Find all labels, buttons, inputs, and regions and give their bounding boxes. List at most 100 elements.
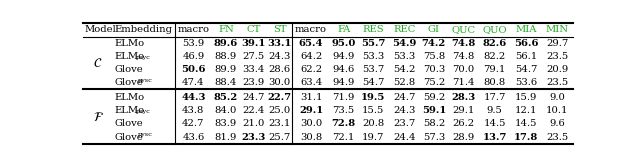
Text: 19.7: 19.7 xyxy=(362,133,384,142)
Text: Glove: Glove xyxy=(115,133,143,142)
Text: Model: Model xyxy=(84,25,116,34)
Text: 95.0: 95.0 xyxy=(332,39,356,48)
Text: ELMo: ELMo xyxy=(115,106,145,115)
Text: 65.4: 65.4 xyxy=(299,39,323,48)
Text: 25.0: 25.0 xyxy=(269,106,291,115)
Text: 17.7: 17.7 xyxy=(483,93,506,102)
Text: 23.3: 23.3 xyxy=(241,133,266,142)
Text: 53.6: 53.6 xyxy=(515,78,537,87)
Text: 70.0: 70.0 xyxy=(452,65,474,74)
Text: 14.5: 14.5 xyxy=(515,119,537,129)
Text: 70.3: 70.3 xyxy=(423,65,445,74)
Text: 28.9: 28.9 xyxy=(452,133,474,142)
Text: 24.3: 24.3 xyxy=(393,106,415,115)
Text: 62.2: 62.2 xyxy=(300,65,322,74)
Text: 29.7: 29.7 xyxy=(546,39,568,48)
Text: 43.8: 43.8 xyxy=(182,106,205,115)
Text: REC: REC xyxy=(393,25,415,34)
Text: 24.7: 24.7 xyxy=(243,93,265,102)
Text: 29.1: 29.1 xyxy=(299,106,323,115)
Text: pysc: pysc xyxy=(138,78,153,83)
Text: 71.9: 71.9 xyxy=(332,93,355,102)
Text: MIN: MIN xyxy=(546,25,569,34)
Text: 54.7: 54.7 xyxy=(515,65,537,74)
Text: 21.0: 21.0 xyxy=(243,119,265,129)
Text: 15.5: 15.5 xyxy=(362,106,384,115)
Text: Glove: Glove xyxy=(115,78,143,87)
Text: 89.6: 89.6 xyxy=(214,39,238,48)
Text: Glove: Glove xyxy=(115,65,143,74)
Text: 10.1: 10.1 xyxy=(546,106,568,115)
Text: GI: GI xyxy=(428,25,440,34)
Text: 82.2: 82.2 xyxy=(483,52,506,61)
Text: 15.9: 15.9 xyxy=(515,93,537,102)
Text: 59.1: 59.1 xyxy=(422,106,446,115)
Text: 54.2: 54.2 xyxy=(393,65,415,74)
Text: 44.3: 44.3 xyxy=(181,93,205,102)
Text: 74.8: 74.8 xyxy=(452,52,474,61)
Text: 55.7: 55.7 xyxy=(361,39,385,48)
Text: 33.4: 33.4 xyxy=(243,65,265,74)
Text: 72.8: 72.8 xyxy=(332,119,356,129)
Text: FN: FN xyxy=(218,25,234,34)
Text: 75.2: 75.2 xyxy=(423,78,445,87)
Text: 23.5: 23.5 xyxy=(546,78,568,87)
Text: 30.0: 30.0 xyxy=(269,78,291,87)
Text: ELMo: ELMo xyxy=(115,39,145,48)
Text: 30.0: 30.0 xyxy=(300,119,322,129)
Text: 64.2: 64.2 xyxy=(300,52,322,61)
Text: MIA: MIA xyxy=(515,25,537,34)
Text: 88.9: 88.9 xyxy=(215,52,237,61)
Text: 9.0: 9.0 xyxy=(549,93,565,102)
Text: 52.8: 52.8 xyxy=(394,78,415,87)
Text: 59.2: 59.2 xyxy=(423,93,445,102)
Text: QUC: QUC xyxy=(451,25,476,34)
Text: 88.4: 88.4 xyxy=(214,78,237,87)
Text: 53.9: 53.9 xyxy=(182,39,204,48)
Text: 82.6: 82.6 xyxy=(483,39,507,48)
Text: 9.5: 9.5 xyxy=(486,106,502,115)
Text: 50.6: 50.6 xyxy=(181,65,205,74)
Text: 74.2: 74.2 xyxy=(422,39,446,48)
Text: psyc: psyc xyxy=(136,109,150,115)
Text: 75.8: 75.8 xyxy=(423,52,445,61)
Text: 46.9: 46.9 xyxy=(182,52,204,61)
Text: RES: RES xyxy=(362,25,384,34)
Text: 24.7: 24.7 xyxy=(393,93,415,102)
Text: 22.7: 22.7 xyxy=(268,93,292,102)
Text: 22.4: 22.4 xyxy=(243,106,265,115)
Text: 27.5: 27.5 xyxy=(243,52,264,61)
Text: 56.1: 56.1 xyxy=(515,52,537,61)
Text: 54.9: 54.9 xyxy=(392,39,417,48)
Text: 23.5: 23.5 xyxy=(546,133,568,142)
Text: 71.4: 71.4 xyxy=(452,78,474,87)
Text: 53.7: 53.7 xyxy=(362,65,384,74)
Text: 89.9: 89.9 xyxy=(215,65,237,74)
Text: 74.8: 74.8 xyxy=(451,39,476,48)
Text: $\mathcal{C}$: $\mathcal{C}$ xyxy=(93,57,103,70)
Text: 42.7: 42.7 xyxy=(182,119,205,129)
Text: macro: macro xyxy=(177,25,209,34)
Text: $\mathcal{F}$: $\mathcal{F}$ xyxy=(93,111,104,124)
Text: 20.9: 20.9 xyxy=(546,65,568,74)
Text: pysc: pysc xyxy=(138,132,153,137)
Text: 24.3: 24.3 xyxy=(269,52,291,61)
Text: 28.6: 28.6 xyxy=(269,65,291,74)
Text: 85.2: 85.2 xyxy=(214,93,238,102)
Text: 63.4: 63.4 xyxy=(300,78,322,87)
Text: 33.1: 33.1 xyxy=(268,39,292,48)
Text: 58.2: 58.2 xyxy=(423,119,445,129)
Text: 14.5: 14.5 xyxy=(483,119,506,129)
Text: 30.8: 30.8 xyxy=(300,133,322,142)
Text: QUO: QUO xyxy=(483,25,507,34)
Text: 12.1: 12.1 xyxy=(515,106,537,115)
Text: 20.8: 20.8 xyxy=(362,119,384,129)
Text: ST: ST xyxy=(273,25,287,34)
Text: 54.7: 54.7 xyxy=(362,78,384,87)
Text: 79.1: 79.1 xyxy=(483,65,506,74)
Text: 17.8: 17.8 xyxy=(514,133,538,142)
Text: 56.6: 56.6 xyxy=(514,39,538,48)
Text: 39.1: 39.1 xyxy=(241,39,266,48)
Text: 94.6: 94.6 xyxy=(333,65,355,74)
Text: 53.3: 53.3 xyxy=(362,52,384,61)
